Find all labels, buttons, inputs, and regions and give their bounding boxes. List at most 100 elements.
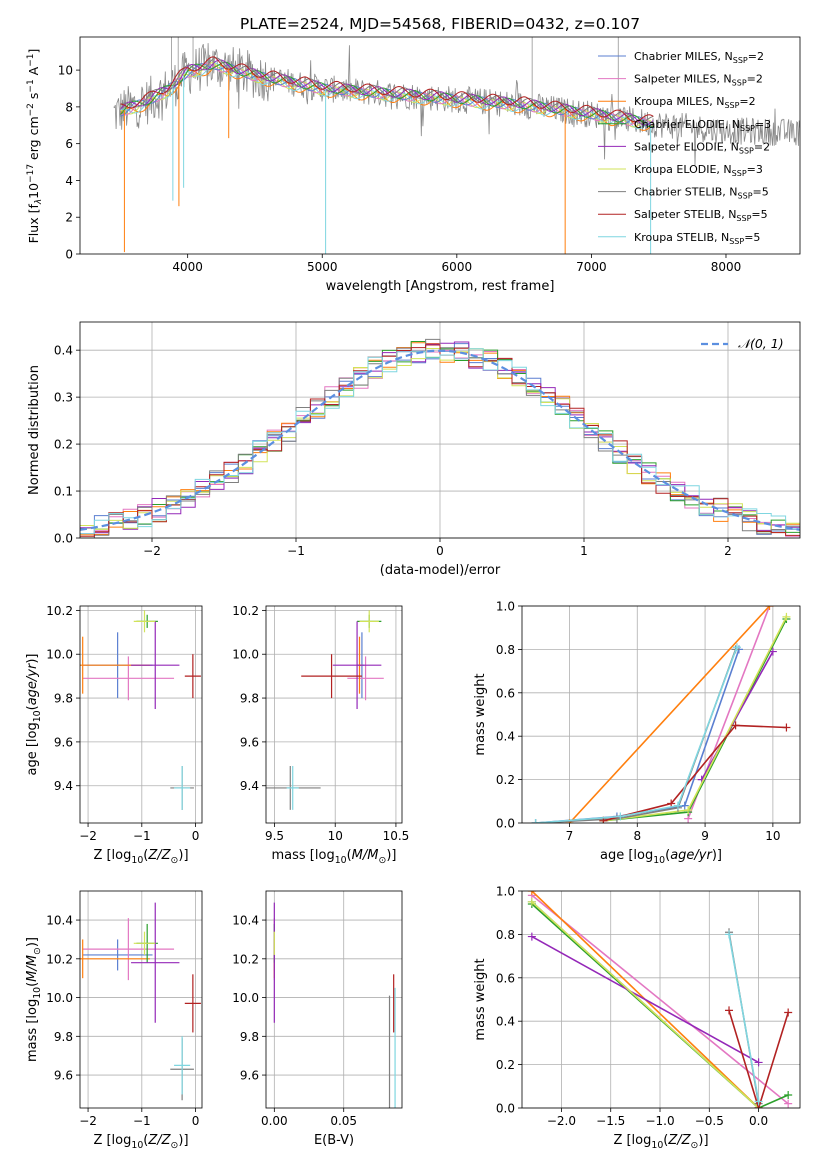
axes-frame bbox=[79, 605, 203, 824]
y-axis-label: mass [log10(M/M⊙)] bbox=[25, 937, 43, 1062]
y-tick-label: 10.2 bbox=[232, 604, 259, 618]
legend-label: Salpeter ELODIE, NSSP=2 bbox=[634, 140, 770, 155]
figure-title: PLATE=2524, MJD=54568, FIBERID=0432, z=0… bbox=[240, 15, 640, 33]
y-tick-label: 10.4 bbox=[232, 914, 259, 928]
x-tick-label: 0.0 bbox=[749, 1114, 768, 1128]
data-point-marker bbox=[527, 891, 536, 895]
x-tick-label: −1 bbox=[287, 544, 305, 558]
x-tick-label: 2 bbox=[724, 544, 732, 558]
legend-label: Kroupa STELIB, NSSP=5 bbox=[634, 231, 760, 246]
x-axis-label: Z [log10(Z/Z⊙)] bbox=[613, 1133, 708, 1151]
mass-weight-line-8 bbox=[535, 646, 738, 823]
plot-area bbox=[80, 338, 800, 538]
panel-age-vs-mass: 9.5 10 10.5 9.4 9.6 9.8 10.0 10.2 mass [log10(M/… bbox=[232, 604, 409, 866]
x-tick-label: −1.5 bbox=[596, 1114, 625, 1128]
panel-mass-weight-vs-Z: −2.0 −1.5 −1.0 −0.5 0.0 0.0 0.2 0.4 0.6 0.8 1.0 Z [… bbox=[473, 885, 801, 1151]
data-point-marker bbox=[684, 805, 693, 814]
mass-weight-line-4 bbox=[701, 651, 774, 780]
y-tick-label: 0.8 bbox=[496, 928, 515, 942]
plot-area bbox=[527, 891, 793, 1108]
y-tick-label: 9.4 bbox=[240, 779, 259, 793]
data-point-marker bbox=[732, 643, 741, 652]
mass-weight-line-5 bbox=[603, 616, 788, 822]
axes-frame bbox=[521, 605, 801, 824]
data-point-marker bbox=[768, 647, 777, 656]
panel-spectrum: 4000 5000 6000 7000 8000 0 2 4 6 8 10 wavelength [A… bbox=[26, 36, 801, 294]
y-tick-label: 10.0 bbox=[46, 991, 73, 1005]
data-point-marker bbox=[680, 801, 689, 810]
y-tick-label: 10.0 bbox=[232, 648, 259, 662]
y-tick-label: 9.6 bbox=[54, 735, 73, 749]
axes-frame bbox=[521, 890, 801, 1109]
x-axis-label: wavelength [Angstrom, rest frame] bbox=[326, 279, 555, 294]
model-line-2 bbox=[120, 64, 654, 131]
panel-age-vs-Z: −2 −1 0 9.4 9.6 9.8 10.0 10.2 Z [log10(Z/Z⊙)] age… bbox=[25, 604, 203, 866]
data-point-marker bbox=[784, 1008, 793, 1017]
x-axis-label: Z [log10(Z/Z⊙)] bbox=[93, 848, 188, 866]
normal-reference-curve bbox=[80, 349, 800, 531]
x-axis-label: (data-model)/error bbox=[380, 563, 501, 578]
x-axis-label: age [log10(age/yr)] bbox=[600, 848, 722, 866]
plot-area bbox=[80, 902, 201, 1101]
y-tick-label: 2 bbox=[65, 211, 73, 225]
y-tick-label: 6 bbox=[65, 137, 73, 151]
y-tick-label: 10.0 bbox=[232, 991, 259, 1005]
y-tick-label: 9.8 bbox=[54, 692, 73, 706]
y-tick-label: 0.4 bbox=[496, 1015, 515, 1029]
y-axis-label: mass weight bbox=[473, 958, 488, 1040]
data-point-marker bbox=[527, 897, 536, 906]
y-tick-label: 0.0 bbox=[496, 1102, 515, 1116]
legend-label: Kroupa MILES, NSSP=2 bbox=[634, 95, 756, 110]
x-tick-label: 7000 bbox=[576, 260, 607, 274]
axes-frame bbox=[265, 890, 403, 1109]
axes-frame bbox=[265, 605, 403, 824]
x-tick-label: 0.00 bbox=[261, 1114, 288, 1128]
legend-label: Salpeter STELIB, NSSP=5 bbox=[634, 208, 768, 223]
data-point-marker bbox=[616, 812, 625, 821]
y-tick-label: 10.2 bbox=[46, 604, 73, 618]
x-tick-label: −1 bbox=[133, 1114, 151, 1128]
y-tick-label: 9.6 bbox=[240, 735, 259, 749]
mass-weight-line-3 bbox=[531, 903, 789, 1108]
y-tick-label: 8 bbox=[65, 100, 73, 114]
mass-weight-line-7 bbox=[603, 724, 787, 822]
y-tick-label: 0.6 bbox=[496, 686, 515, 700]
x-tick-label: 1 bbox=[580, 544, 588, 558]
y-tick-label: 0.3 bbox=[54, 391, 73, 405]
data-point-marker bbox=[673, 801, 682, 810]
legend-label: Chabrier MILES, NSSP=2 bbox=[634, 50, 764, 65]
y-tick-label: 0.2 bbox=[496, 1058, 515, 1072]
x-tick-label: 10.5 bbox=[383, 829, 410, 843]
x-tick-label: 0 bbox=[192, 1114, 200, 1128]
y-tick-label: 10.4 bbox=[46, 914, 73, 928]
mass-weight-line-8 bbox=[728, 934, 760, 1102]
x-tick-label: 7 bbox=[566, 829, 574, 843]
y-tick-label: 1.0 bbox=[496, 600, 515, 614]
mass-weight-line-4 bbox=[531, 935, 759, 1064]
panel-mass-vs-ebv: 0.00 0.05 9.6 9.8 10.0 10.2 10.4 E(B-V) bbox=[232, 890, 403, 1148]
x-tick-label: 0 bbox=[192, 829, 200, 843]
y-tick-label: 0 bbox=[65, 248, 73, 262]
model-line-6 bbox=[120, 57, 654, 124]
legend-label: Chabrier ELODIE, NSSP=3 bbox=[634, 118, 771, 133]
axes-frame bbox=[79, 321, 801, 539]
mass-weight-line-2 bbox=[568, 606, 771, 823]
axes-frame bbox=[79, 890, 203, 1109]
x-tick-label: −2 bbox=[143, 544, 161, 558]
panel-residuals: −2 −1 0 1 2 0.0 0.1 0.2 0.3 0.4 (data-model)/error… bbox=[27, 321, 801, 578]
mass-weight-line-1 bbox=[531, 894, 789, 1105]
x-tick-label: −2 bbox=[79, 829, 97, 843]
data-point-marker bbox=[782, 723, 791, 732]
legend-label: Kroupa ELODIE, NSSP=3 bbox=[634, 163, 763, 178]
y-tick-label: 0.8 bbox=[496, 643, 515, 657]
x-tick-label: 9.5 bbox=[265, 829, 284, 843]
y-axis-label: Normed distribution bbox=[27, 365, 42, 495]
y-axis-label: mass weight bbox=[473, 673, 488, 755]
y-tick-label: 4 bbox=[65, 174, 73, 188]
data-point-marker bbox=[754, 1058, 763, 1067]
legend-label: Chabrier STELIB, NSSP=5 bbox=[634, 186, 769, 201]
panel-mass-weight-vs-age: 7 8 9 10 0.0 0.2 0.4 0.6 0.8 1.0 age [log10(age/yr… bbox=[473, 600, 801, 866]
x-axis-label: mass [log10(M/M⊙)] bbox=[272, 848, 397, 866]
y-axis-label: Flux [fλ10−17 erg cm−2 s−1 A−1] bbox=[26, 49, 44, 244]
y-tick-label: 9.8 bbox=[240, 692, 259, 706]
